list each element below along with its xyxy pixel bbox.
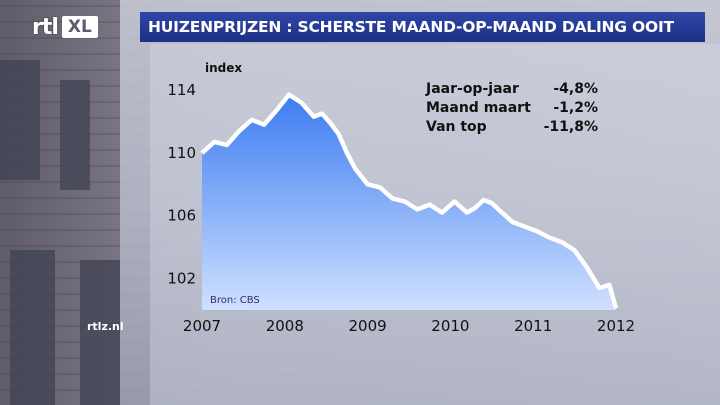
y-tick-label: 106 (167, 207, 196, 225)
x-tick-label: 2007 (183, 317, 221, 335)
source-label: Bron: CBS (210, 295, 260, 306)
stat-label: Maand maart (426, 100, 531, 116)
watermark-text: rtlz.nl (87, 320, 124, 333)
stats-box: Jaar-op-jaar -4,8% Maand maart -1,2% Van… (425, 81, 598, 135)
background-window (80, 260, 120, 405)
y-tick-labels: 102 106 110 114 (167, 81, 196, 288)
x-tick-label: 2010 (431, 317, 469, 335)
background-window (60, 80, 90, 190)
channel-logo: rtl XL (32, 14, 98, 40)
y-axis-label: index (205, 61, 242, 75)
x-tick-label: 2008 (266, 317, 304, 335)
y-tick-label: 114 (167, 81, 196, 99)
title-bar: HUIZENPRIJZEN : SCHERSTE MAAND-OP-MAAND … (140, 12, 705, 42)
stat-value: -4,8% (553, 81, 598, 97)
x-tick-label: 2009 (349, 317, 387, 335)
stat-label: Van top (426, 119, 487, 135)
x-tick-labels: 2007 2008 2009 2010 2011 2012 (183, 317, 635, 335)
background-window (10, 250, 55, 405)
logo-rtl-text: rtl (32, 14, 59, 40)
x-tick-label: 2011 (514, 317, 552, 335)
x-tick-label: 2012 (597, 317, 635, 335)
logo-xl-text: XL (61, 16, 98, 38)
series-line (200, 92, 619, 310)
page-title: HUIZENPRIJZEN : SCHERSTE MAAND-OP-MAAND … (148, 18, 674, 36)
stat-label: Jaar-op-jaar (425, 81, 519, 97)
y-tick-label: 110 (167, 144, 196, 162)
area-fill (202, 94, 616, 310)
stat-value: -11,8% (544, 119, 598, 135)
y-tick-label: 102 (167, 270, 196, 288)
background-window (0, 60, 40, 180)
stat-value: -1,2% (553, 100, 598, 116)
